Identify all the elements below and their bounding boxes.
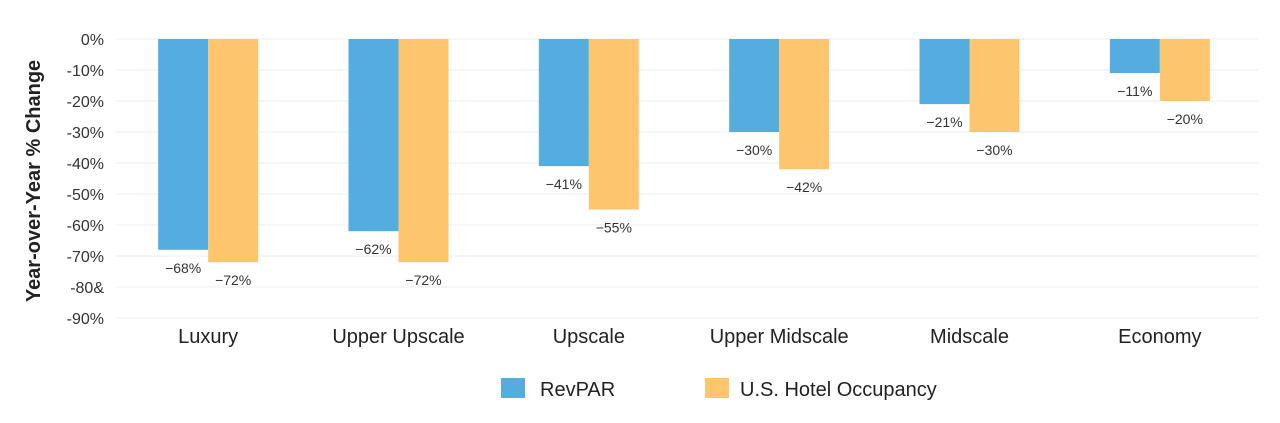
bars: [158, 39, 1210, 263]
bar-occupancy: [1159, 39, 1210, 101]
data-label: −68%: [165, 260, 201, 276]
y-tick-label: -40%: [67, 156, 104, 173]
bar-occupancy: [588, 39, 639, 210]
data-label: −30%: [976, 142, 1012, 158]
data-label: −30%: [736, 142, 772, 158]
data-label: −72%: [405, 272, 441, 288]
data-label: −20%: [1167, 111, 1203, 127]
gridlines: [116, 38, 1258, 319]
bar-revpar: [729, 39, 780, 132]
data-label: −41%: [546, 176, 582, 192]
y-tick-label: -80&: [70, 280, 104, 297]
category-label: Upper Upscale: [332, 326, 464, 348]
y-tick-label: -10%: [67, 63, 104, 80]
bar-revpar: [348, 39, 399, 232]
data-label: −55%: [596, 220, 632, 236]
category-label: Upper Midscale: [710, 326, 849, 348]
legend-label: U.S. Hotel Occupancy: [740, 379, 937, 401]
bar-revpar: [538, 39, 589, 167]
y-tick-label: -30%: [67, 125, 104, 142]
category-label: Luxury: [178, 326, 238, 348]
y-tick-label: -70%: [67, 249, 104, 266]
data-label: −21%: [926, 114, 962, 130]
data-label: −42%: [786, 179, 822, 195]
y-axis-label: Year-over-Year % Change: [23, 60, 45, 302]
data-labels: −68% −72% −62% −72% −41% −55% −30% −42% −21% −30%…: [165, 83, 1203, 288]
y-tick-label: -90%: [67, 311, 104, 328]
legend-label: RevPAR: [540, 379, 615, 401]
x-axis-categories: Luxury Upper Upscale Upscale Upper Midscale…: [178, 326, 1201, 348]
bar-revpar: [1109, 39, 1160, 74]
y-tick-label: -20%: [67, 94, 104, 111]
category-label: Upscale: [553, 326, 625, 348]
y-tick-label: -50%: [67, 187, 104, 204]
bar-revpar: [158, 39, 209, 250]
category-label: Economy: [1118, 326, 1201, 348]
legend: RevPAR U.S. Hotel Occupancy: [501, 378, 937, 401]
bar-revpar: [919, 39, 970, 105]
bar-occupancy: [969, 39, 1020, 132]
data-label: −62%: [355, 241, 391, 257]
y-tick-label: -60%: [67, 218, 104, 235]
legend-swatch: [501, 378, 525, 398]
bar-occupancy: [398, 39, 449, 263]
legend-swatch: [705, 378, 729, 398]
y-axis-ticks: 0% -10% -20% -30% -40% -50% -60% -70% -80& -90%: [67, 32, 105, 328]
data-label: −11%: [1117, 83, 1152, 99]
y-tick-label: 0%: [81, 32, 104, 49]
bar-occupancy: [779, 39, 830, 170]
category-label: Midscale: [930, 326, 1009, 348]
data-label: −72%: [215, 272, 251, 288]
bar-occupancy: [208, 39, 259, 263]
